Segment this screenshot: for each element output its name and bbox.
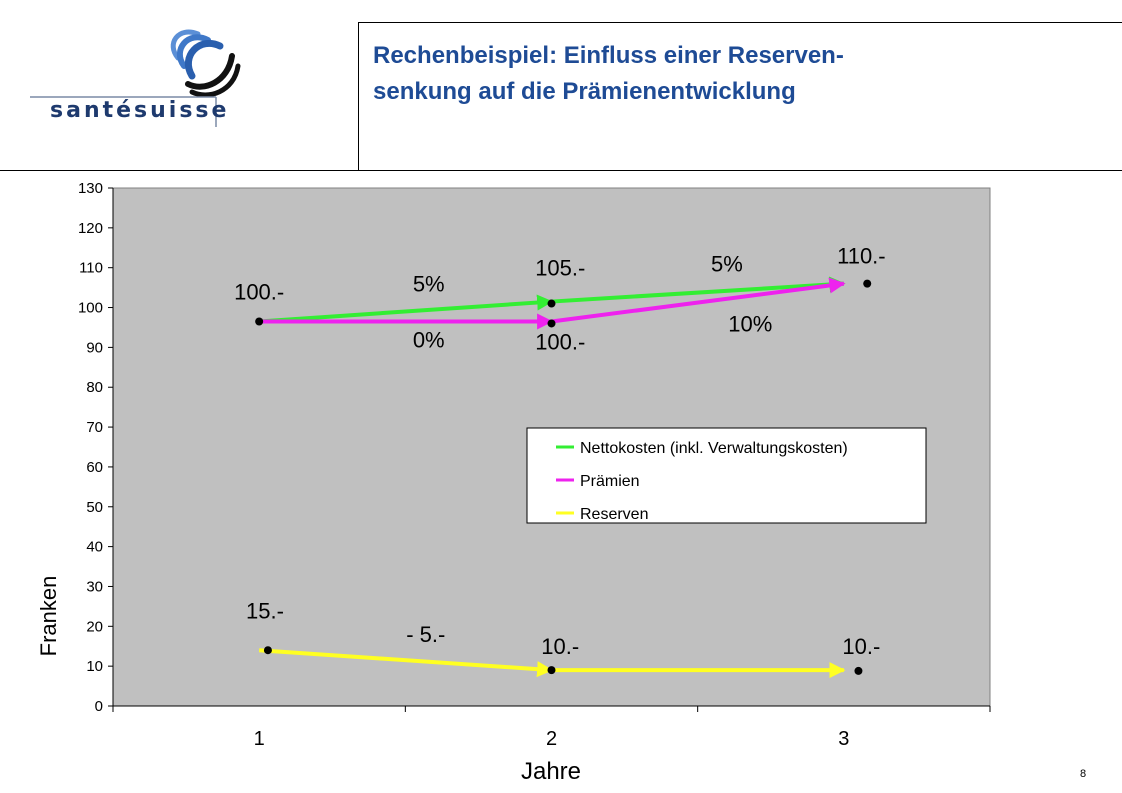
y-tick-label: 50 bbox=[86, 499, 103, 516]
series-layer bbox=[259, 276, 846, 679]
value-annotation: 5% bbox=[711, 252, 743, 277]
legend-box bbox=[526, 427, 927, 524]
page-number: 8 bbox=[1080, 768, 1087, 780]
legend-label: Reserven bbox=[580, 506, 648, 523]
value-annotation: 10% bbox=[728, 311, 772, 336]
data-point-marker bbox=[263, 646, 272, 655]
value-annotation: 100.- bbox=[234, 280, 284, 305]
x-axis: 1 2 3 bbox=[112, 705, 991, 750]
y-axis-title: Franken bbox=[36, 576, 61, 657]
x-tick-label: 2 bbox=[546, 728, 557, 750]
page-title: Rechenbeispiel: Einfluss einer Reserven-… bbox=[373, 38, 1073, 110]
page-title-line-2: senkung auf die Prämienentwicklung bbox=[373, 78, 796, 105]
legend: Nettokosten (inkl. Verwaltungskosten) Prä… bbox=[526, 427, 927, 524]
data-point-marker bbox=[547, 319, 556, 328]
page-title-line-1: Rechenbeispiel: Einfluss einer Reserven- bbox=[373, 42, 844, 69]
data-point-marker bbox=[255, 317, 264, 326]
y-tick-label: 120 bbox=[78, 220, 103, 237]
data-point-marker bbox=[854, 666, 863, 675]
y-tick-label: 110 bbox=[79, 260, 103, 277]
logo-swirl-icon bbox=[30, 29, 241, 127]
header-top-rule bbox=[358, 22, 1122, 23]
value-annotation: 10.- bbox=[842, 634, 880, 659]
series-segment bbox=[551, 276, 846, 304]
value-annotation: 110.- bbox=[837, 244, 886, 269]
annotation-layer: 100.- 5% 0% 105.- 100.- 5% 10% 110.- 15.- - 5.- 10… bbox=[234, 244, 886, 659]
x-tick-label: 1 bbox=[254, 728, 265, 750]
header-divider bbox=[358, 22, 359, 171]
y-tick-label: 90 bbox=[86, 339, 103, 356]
y-tick-label: 10 bbox=[86, 658, 103, 675]
y-tick-label: 40 bbox=[86, 539, 103, 556]
x-axis-title: Jahre bbox=[521, 758, 581, 785]
value-annotation: 5% bbox=[413, 272, 445, 297]
value-annotation: - 5.- bbox=[406, 622, 445, 647]
y-tick-label: 0 bbox=[95, 698, 103, 715]
line-chart: 0 10 20 30 40 50 60 70 80 90 100 110 120 130 1 2 3 100.… bbox=[36, 180, 991, 785]
data-point-marker bbox=[547, 666, 556, 675]
x-tick-label: 3 bbox=[838, 728, 849, 750]
y-axis: 0 10 20 30 40 50 60 70 80 90 100 110 120 130 bbox=[78, 180, 114, 715]
y-tick-label: 130 bbox=[78, 180, 103, 197]
series-segment bbox=[259, 648, 554, 678]
value-annotation: 105.- bbox=[535, 256, 585, 281]
series-segment bbox=[259, 294, 554, 324]
santesuisse-logo: santésuisse bbox=[28, 22, 258, 132]
series-segment bbox=[551, 277, 846, 324]
legend-label: Nettokosten (inkl. Verwaltungskosten) bbox=[580, 440, 848, 457]
y-tick-label: 80 bbox=[86, 379, 103, 396]
data-point-marker bbox=[547, 299, 556, 308]
value-annotation: 0% bbox=[413, 327, 445, 352]
value-annotation: 10.- bbox=[541, 634, 579, 659]
value-annotation: 100.- bbox=[535, 329, 585, 354]
marker-layer bbox=[255, 279, 872, 675]
y-tick-label: 100 bbox=[78, 300, 103, 317]
data-point-marker bbox=[863, 279, 872, 288]
logo-wordmark: santésuisse bbox=[50, 98, 230, 123]
y-tick-label: 70 bbox=[86, 419, 103, 436]
y-tick-label: 30 bbox=[86, 578, 103, 595]
header-bottom-rule bbox=[0, 170, 1122, 171]
legend-label: Prämien bbox=[580, 473, 640, 490]
y-tick-label: 60 bbox=[86, 459, 103, 476]
y-tick-label: 20 bbox=[86, 618, 103, 635]
value-annotation: 15.- bbox=[246, 598, 284, 623]
